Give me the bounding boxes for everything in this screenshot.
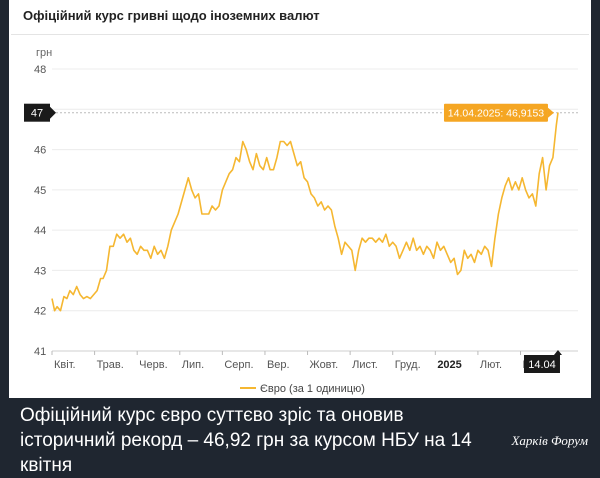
tooltip-arrow [547, 107, 554, 118]
x-tick-label: 2025 [437, 359, 461, 371]
crosshair-y-badge-arrow [50, 106, 56, 119]
chart: 41 42 43 44 45 46 47 48 грн Квіт. Трав. Черв. Лип.… [24, 47, 578, 395]
legend-label: Євро (за 1 одиницю) [260, 383, 365, 395]
x-tick-label: Лют. [480, 359, 502, 371]
y-tick-label: 45 [34, 185, 46, 197]
legend: Євро (за 1 одиницю) [240, 383, 365, 395]
page-background: Офіційний курс гривні щодо іноземних вал… [9, 0, 591, 476]
euro-rate-line [51, 112, 559, 312]
y-tick-label: 41 [34, 346, 46, 358]
chart-card: Офіційний курс гривні щодо іноземних вал… [9, 0, 591, 398]
x-badge-label: 14.04 [528, 359, 556, 371]
x-tick-label: Трав. [97, 359, 124, 371]
x-badge-box [523, 355, 560, 373]
gridlines [52, 68, 578, 352]
crosshair-x-badge: 14.04 [523, 350, 562, 373]
x-tick-label: Лип. [182, 359, 204, 371]
caption-text: Офіційний курс євро суттєво зріс та онов… [20, 405, 472, 476]
chart-card-title: Офіційний курс гривні щодо іноземних вал… [23, 8, 320, 23]
y-tick-label: 46 [34, 145, 46, 157]
x-tick-label: Серп. [224, 359, 253, 371]
crosshair-y-badge [24, 103, 50, 122]
x-badge-arrow [553, 350, 562, 355]
x-tick-label: Квіт. [54, 359, 76, 371]
tooltip-box [443, 103, 548, 122]
x-tick-label: Груд. [395, 359, 421, 371]
y-tick-label: 43 [34, 265, 46, 277]
brand-logo: Харків Форум [511, 433, 588, 448]
x-tick-label: Жовт. [310, 359, 339, 371]
y-tick-label: 44 [34, 225, 46, 237]
crosshair-y-label: 47 [31, 108, 43, 120]
y-axis-unit-label: грн [36, 47, 52, 59]
y-tick-label: 48 [34, 64, 46, 76]
crosshair-horizontal: 47 [24, 103, 578, 122]
value-tooltip: 14.04.2025: 46,9153 [443, 103, 554, 122]
y-tick-label: 42 [34, 306, 46, 318]
tooltip-text: 14.04.2025: 46,9153 [448, 108, 545, 120]
x-tick-label: Вер. [267, 359, 290, 371]
x-tick-label: Черв. [139, 359, 167, 371]
title-divider [11, 34, 589, 35]
x-tick-label: Лист. [352, 359, 378, 371]
x-tick-labels: Квіт. Трав. Черв. Лип. Серп. Вер. Жовт. Лист. Гр… [51, 351, 545, 371]
